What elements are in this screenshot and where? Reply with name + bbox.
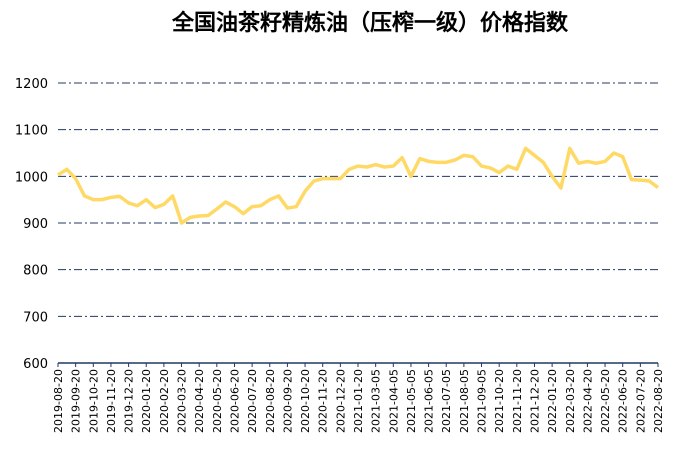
x-tick-label: 2019-08-20 <box>52 369 65 433</box>
x-tick-label: 2022-01-20 <box>546 369 559 433</box>
x-tick-label: 2021-04-05 <box>387 369 400 433</box>
y-tick-label: 700 <box>23 310 48 325</box>
x-tick-label: 2021-01-20 <box>352 369 365 433</box>
x-tick-label: 2021-03-05 <box>370 369 383 433</box>
x-tick-label: 2021-05-05 <box>405 369 418 433</box>
x-tick-label: 2019-09-20 <box>70 369 83 433</box>
x-tick-label: 2022-07-20 <box>634 369 647 433</box>
chart-title: 全国油茶籽精炼油（压榨一级）价格指数 <box>171 10 569 36</box>
x-tick-label: 2021-09-05 <box>476 369 489 433</box>
x-tick-label: 2021-12-20 <box>528 369 541 433</box>
x-tick-label: 2021-06-05 <box>423 369 436 433</box>
x-tick-label: 2020-11-20 <box>317 369 330 433</box>
x-tick-label: 2022-04-20 <box>581 369 594 433</box>
x-tick-label: 2020-04-20 <box>193 369 206 433</box>
x-tick-label: 2022-03-20 <box>564 369 577 433</box>
x-tick-label: 2020-10-20 <box>299 369 312 433</box>
x-tick-label: 2020-08-20 <box>264 369 277 433</box>
x-tick-label: 2019-10-20 <box>87 369 100 433</box>
x-tick-label: 2021-10-20 <box>493 369 506 433</box>
x-tick-label: 2020-03-20 <box>176 369 189 433</box>
x-tick-label: 2022-05-20 <box>599 369 612 433</box>
y-tick-label: 600 <box>23 357 48 372</box>
y-tick-label: 900 <box>23 217 48 232</box>
x-tick-label: 2020-09-20 <box>281 369 294 433</box>
x-tick-label: 2020-01-20 <box>140 369 153 433</box>
x-tick-label: 2022-06-20 <box>617 369 630 433</box>
x-tick-label: 2021-11-20 <box>511 369 524 433</box>
y-tick-label: 1100 <box>15 124 48 139</box>
x-tick-label: 2020-02-20 <box>158 369 171 433</box>
series-line <box>57 146 660 225</box>
x-tick-label: 2021-08-05 <box>458 369 471 433</box>
x-tick-label: 2021-07-05 <box>440 369 453 433</box>
x-tick-label: 2020-05-20 <box>211 369 224 433</box>
x-tick-label: 2019-12-20 <box>123 369 136 433</box>
x-tick-label: 2020-07-20 <box>246 369 259 433</box>
x-tick-label: 2019-11-20 <box>105 369 118 433</box>
y-tick-label: 1000 <box>15 170 48 185</box>
x-tick-label: 2022-08-20 <box>652 369 665 433</box>
y-tick-label: 800 <box>23 264 48 279</box>
x-tick-label: 2020-06-20 <box>228 369 241 433</box>
y-tick-label: 1200 <box>15 77 48 92</box>
x-tick-label: 2020-12-20 <box>334 369 347 433</box>
